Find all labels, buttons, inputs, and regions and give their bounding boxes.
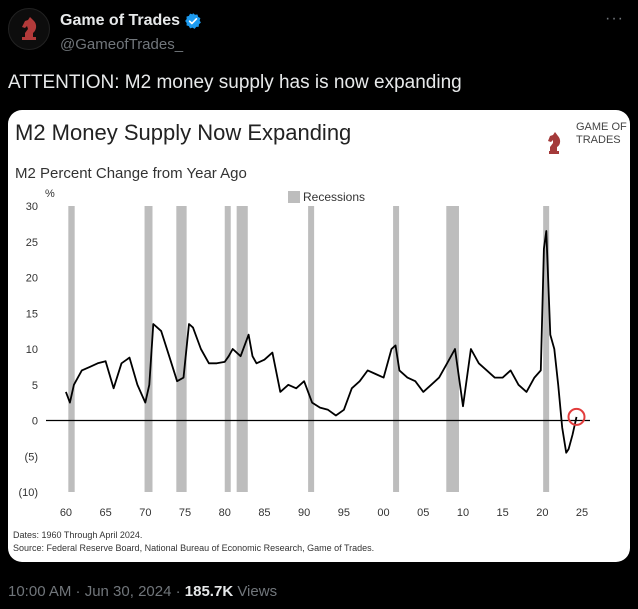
x-tick-label: 70	[139, 507, 151, 519]
x-tick-label: 05	[417, 507, 429, 519]
logo-line-2: TRADES	[576, 134, 621, 146]
x-tick-label: 60	[60, 507, 72, 519]
tweet-text: ATTENTION: M2 money supply has is now ex…	[8, 72, 462, 93]
y-tick-label: 10	[26, 344, 38, 356]
y-tick-label: 25	[26, 237, 38, 249]
views-label: Views	[233, 583, 278, 600]
views-count: 185.7K	[184, 583, 234, 600]
tweet-meta: 10:00 AM · Jun 30, 2024 · 185.7K Views	[8, 583, 277, 600]
footnote-dates: Dates: 1960 Through April 2024.	[13, 530, 142, 540]
axes: 30 25 20 15 10 5 0 (5) (10) 60 65 70 75 80 85 90 95 00 05 1…	[18, 201, 590, 519]
recession-band	[543, 206, 550, 492]
y-tick-label: 5	[32, 380, 38, 392]
chart-title: M2 Money Supply Now Expanding	[15, 120, 351, 145]
recession-band	[446, 206, 459, 492]
more-options-icon[interactable]: ···	[605, 10, 624, 27]
verified-badge-icon	[185, 13, 201, 29]
recession-band	[144, 206, 153, 492]
recession-bands	[68, 206, 550, 492]
y-tick-label: (10)	[18, 487, 38, 499]
legend-swatch	[288, 191, 300, 203]
y-tick-label: 30	[26, 201, 38, 213]
chart-image[interactable]: M2 Money Supply Now Expanding M2 Percent…	[8, 110, 630, 562]
x-tick-label: 00	[377, 507, 389, 519]
game-of-trades-logo: GAME OF TRADES	[548, 121, 627, 154]
footnote-source: Source: Federal Reserve Board, National …	[13, 543, 374, 553]
m2-series-line	[65, 230, 578, 454]
recession-band	[68, 206, 75, 492]
x-tick-label: 65	[100, 507, 112, 519]
timestamp[interactable]: 10:00 AM · Jun 30, 2024 ·	[8, 583, 185, 600]
logo-line-1: GAME OF	[576, 121, 627, 133]
series-layer	[65, 230, 586, 454]
highlight-circle	[567, 407, 586, 426]
x-tick-label: 25	[576, 507, 588, 519]
legend: Recessions	[288, 190, 365, 204]
author-name[interactable]: Game of Trades	[60, 12, 181, 29]
recession-band	[224, 206, 231, 492]
recession-band	[236, 206, 248, 492]
knight-logo-icon	[22, 17, 37, 40]
y-tick-label: 20	[26, 273, 38, 285]
author-name-row[interactable]: Game of Trades	[60, 12, 202, 30]
x-tick-label: 95	[338, 507, 350, 519]
x-tick-label: 85	[258, 507, 270, 519]
recession-band	[176, 206, 187, 492]
y-tick-label: 15	[26, 308, 38, 320]
x-tick-label: 75	[179, 507, 191, 519]
avatar[interactable]	[8, 8, 50, 50]
m2-chart: M2 Money Supply Now Expanding M2 Percent…	[13, 120, 627, 553]
recession-band	[308, 206, 315, 492]
x-tick-label: 90	[298, 507, 310, 519]
x-tick-label: 10	[457, 507, 469, 519]
y-tick-label: (5)	[25, 451, 38, 463]
author-handle[interactable]: @GameofTrades_	[60, 36, 184, 53]
knight-icon	[548, 132, 561, 154]
x-tick-label: 20	[536, 507, 548, 519]
y-tick-label: 0	[32, 416, 38, 428]
y-unit-label: %	[45, 188, 55, 200]
x-tick-label: 15	[497, 507, 509, 519]
legend-label: Recessions	[303, 190, 365, 204]
x-tick-label: 80	[219, 507, 231, 519]
chart-subtitle: M2 Percent Change from Year Ago	[15, 165, 247, 182]
